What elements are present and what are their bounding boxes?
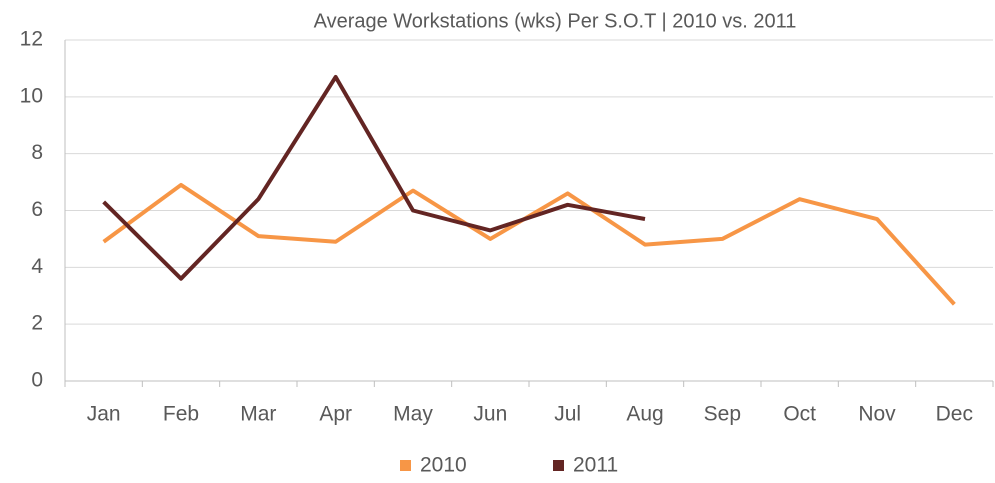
x-tick-label: Jan — [87, 403, 121, 426]
y-tick-label: 12 — [20, 28, 43, 51]
x-tick-label: Mar — [240, 403, 276, 426]
x-tick-label: May — [393, 403, 433, 426]
x-tick-label: Dec — [936, 403, 973, 426]
x-tick-label: Nov — [858, 403, 896, 426]
y-tick-label: 10 — [20, 84, 43, 107]
x-tick-label: Apr — [319, 403, 352, 426]
x-tick-label: Aug — [626, 403, 663, 426]
x-tick-label: Feb — [163, 403, 199, 426]
y-tick-label: 6 — [31, 198, 43, 221]
legend-swatch — [400, 460, 411, 471]
x-tick-label: Jun — [473, 403, 507, 426]
legend-swatch — [553, 460, 564, 471]
legend-label: 2010 — [420, 454, 467, 477]
y-tick-label: 8 — [31, 141, 43, 164]
series-line — [102, 182, 956, 306]
x-tick-label: Sep — [704, 403, 741, 426]
legend-label: 2011 — [573, 454, 618, 477]
x-tick-label: Jul — [554, 403, 581, 426]
x-tick-label: Oct — [783, 403, 816, 426]
series-line — [102, 74, 646, 281]
y-tick-label: 4 — [31, 255, 43, 278]
y-tick-label: 0 — [31, 369, 43, 392]
y-tick-label: 2 — [31, 312, 43, 335]
chart-title: Average Workstations (wks) Per S.O.T | 2… — [314, 10, 797, 32]
